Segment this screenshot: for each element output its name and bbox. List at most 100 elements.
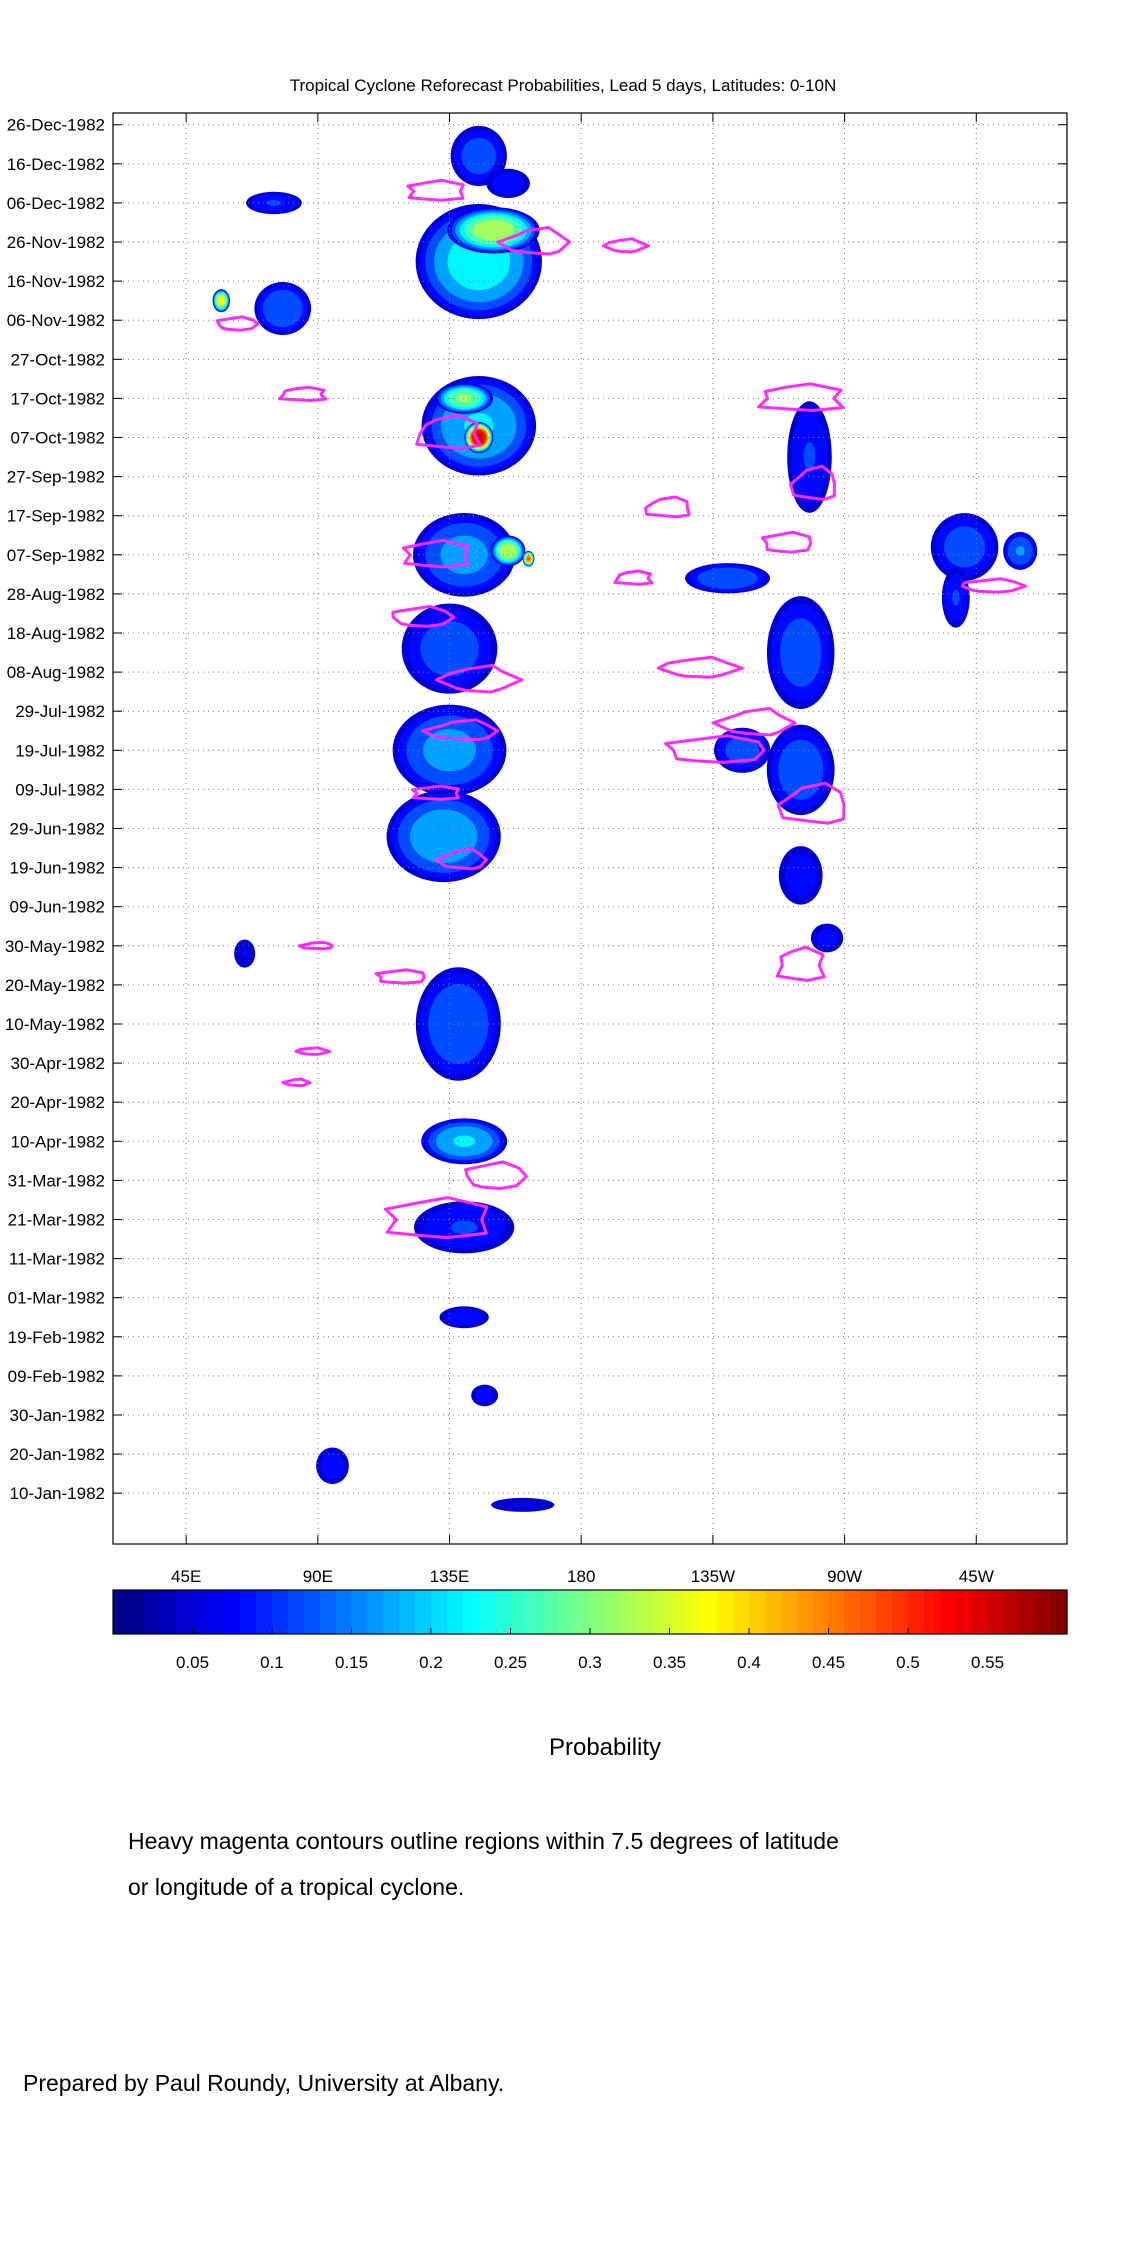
tc-contour — [420, 718, 499, 742]
x-tick-label: 180 — [567, 1567, 595, 1586]
colorbar-swatch — [176, 1590, 194, 1634]
colorbar-swatch — [892, 1590, 909, 1634]
tc-contour — [711, 706, 797, 737]
colorbar-tick-label: 0.1 — [260, 1653, 284, 1672]
colorbar-tick-label: 0.55 — [971, 1653, 1004, 1672]
probability-level — [320, 1452, 345, 1480]
y-tick-label: 18-Aug-1982 — [7, 624, 105, 643]
probability-level — [816, 928, 838, 948]
probability-level — [526, 556, 531, 561]
probability-level — [217, 296, 225, 306]
y-tick-label: 07-Sep-1982 — [7, 546, 105, 565]
colorbar-swatch — [192, 1590, 209, 1634]
tc-contour — [215, 315, 260, 332]
colorbar-swatch — [256, 1590, 273, 1634]
probability-level — [461, 137, 496, 175]
colorbar-swatch — [240, 1590, 257, 1634]
colorbar-swatch — [812, 1590, 830, 1634]
probability-level — [513, 1502, 532, 1507]
grid-lines — [113, 113, 1067, 1544]
tc-contour — [464, 1160, 528, 1190]
probability-level — [450, 1220, 478, 1235]
colorbar-swatch — [621, 1590, 639, 1634]
colorbar-swatch — [383, 1590, 400, 1634]
tc-contour — [297, 940, 334, 951]
y-tick-label: 10-Jan-1982 — [10, 1484, 105, 1503]
tc-contour — [601, 237, 650, 254]
colorbar-swatch — [208, 1590, 225, 1634]
colorbar-swatch — [399, 1590, 416, 1634]
probability-region — [450, 125, 507, 187]
probability-level — [952, 589, 960, 606]
probability-region — [490, 535, 526, 567]
y-tick-label: 19-Feb-1982 — [8, 1328, 105, 1347]
contour-note-line-2: or longitude of a tropical cyclone. — [128, 1874, 465, 1900]
colorbar-swatch — [574, 1590, 591, 1634]
colorbar-swatch — [1051, 1590, 1068, 1634]
probability-region — [414, 1201, 515, 1254]
probability-region — [930, 513, 999, 581]
probability-level — [697, 567, 758, 589]
colorbar-swatch — [685, 1590, 702, 1634]
y-tick-label: 09-Feb-1982 — [8, 1367, 105, 1386]
probability-level — [476, 1388, 494, 1403]
probability-level — [725, 736, 760, 765]
y-tick-label: 31-Mar-1982 — [8, 1171, 105, 1190]
tc-contour — [401, 538, 470, 569]
y-tick-label: 27-Oct-1982 — [11, 350, 106, 369]
y-tick-label: 30-Apr-1982 — [10, 1054, 105, 1073]
tc-contour — [406, 178, 465, 202]
y-tick-label: 19-Jun-1982 — [10, 859, 105, 878]
probability-region — [778, 846, 823, 905]
tc-contour — [434, 847, 488, 871]
y-tick-label: 29-Jun-1982 — [10, 820, 105, 839]
colorbar-swatch — [287, 1590, 305, 1634]
colorbar-swatch — [590, 1590, 607, 1634]
colorbar-swatch — [971, 1590, 989, 1634]
y-tick-label: 17-Sep-1982 — [7, 507, 105, 526]
probability-region — [439, 1306, 489, 1329]
colorbar-swatch — [446, 1590, 464, 1634]
colorbar-swatch — [908, 1590, 925, 1634]
probability-level — [803, 442, 816, 472]
tc-contour — [434, 663, 524, 694]
y-tick-label: 26-Nov-1982 — [7, 233, 105, 252]
probability-region — [435, 382, 494, 414]
probability-region — [491, 1497, 555, 1512]
colorbar-swatch — [764, 1590, 782, 1634]
y-tick-label: 01-Mar-1982 — [8, 1289, 105, 1308]
probability-level — [944, 526, 986, 568]
y-tick-label: 10-Apr-1982 — [10, 1132, 105, 1151]
colorbar: 0.05 0.1 0.15 0.2 0.25 0.3 0.35 0.4 0.45 0.5 0.55 — [112, 1589, 1068, 1672]
colorbar-swatch — [431, 1590, 448, 1634]
probability-level — [492, 172, 525, 195]
tc-contour — [960, 577, 1027, 594]
colorbar-swatch — [160, 1590, 178, 1634]
colorbar-swatch — [303, 1590, 321, 1634]
x-tick-label: 45E — [171, 1567, 201, 1586]
colorbar-swatch — [733, 1590, 750, 1634]
probability-level — [778, 739, 824, 800]
y-tick-label: 07-Oct-1982 — [11, 429, 106, 448]
probability-region — [486, 168, 530, 198]
colorbar-tick-label: 0.05 — [176, 1653, 209, 1672]
tc-contour — [613, 569, 654, 586]
colorbar-tick-label: 0.3 — [578, 1653, 602, 1672]
tc-contour — [391, 604, 456, 628]
y-tick-label: 10-May-1982 — [5, 1015, 105, 1034]
y-tick-label: 06-Dec-1982 — [7, 194, 105, 213]
probability-region — [766, 724, 835, 816]
probability-region — [810, 923, 844, 953]
y-tick-label: 19-Jul-1982 — [15, 741, 105, 760]
y-tick-label: 29-Jul-1982 — [15, 702, 105, 721]
tc-contour — [281, 1077, 312, 1088]
y-tick-label: 20-Apr-1982 — [10, 1093, 105, 1112]
colorbar-swatch — [113, 1590, 130, 1634]
tc-contour — [757, 382, 845, 412]
y-tick-label: 08-Aug-1982 — [7, 663, 105, 682]
colorbar-swatch — [955, 1590, 973, 1634]
colorbar-swatch — [844, 1590, 861, 1634]
colorbar-swatch — [701, 1590, 718, 1634]
colorbar-swatch — [605, 1590, 623, 1634]
colorbar-swatch — [749, 1590, 766, 1634]
